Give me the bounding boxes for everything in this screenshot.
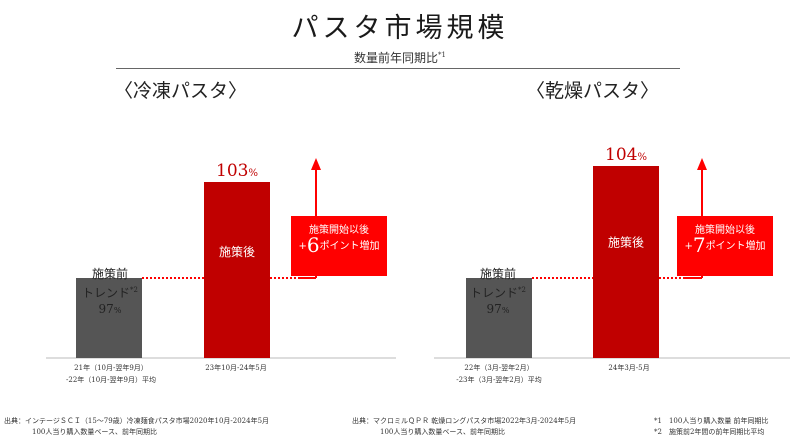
dried-callout-tail: ポイント増加 — [705, 241, 766, 252]
frozen-bar-post — [204, 182, 270, 358]
dried-panel-title: 〈乾燥パスタ〉 — [526, 80, 660, 102]
frozen-callout-num: 6 — [306, 233, 320, 257]
dried-pre-label-trend: トレンド — [470, 286, 519, 300]
title-divider — [116, 68, 680, 69]
footnote-1: *1 100人当り購入数量 前年同期比 — [654, 417, 769, 425]
dried-callout-line1: 施策開始以後 — [695, 225, 755, 236]
dried-callout-plus: + — [684, 241, 693, 252]
dried-bar-post-value: 104% — [605, 145, 647, 165]
dried-arrow-head — [697, 158, 707, 170]
frozen-pre-label-line2: トレンド*2 — [64, 282, 156, 301]
dried-callout-num: 7 — [692, 233, 706, 257]
dried-callout: 施策開始以後 +7ポイント増加 — [677, 216, 773, 276]
page-subtitle: 数量前年同期比*1 — [0, 49, 800, 66]
footnote-2: *2 施策前2年間の前年同期比平均 — [654, 428, 765, 436]
dried-callout-line2: +7ポイント増加 — [677, 235, 773, 255]
dried-pre-value-unit: % — [501, 306, 510, 315]
dried-source-line2: 100人当り購入数量ベース、前年同期比 — [380, 428, 506, 436]
dried-x-label-pre: 22年（3月-翌年2月） -23年（3月-翌年2月）平均 — [446, 362, 552, 386]
frozen-callout-line1: 施策開始以後 — [309, 225, 369, 236]
frozen-x-label-post: 23年10月-24年5月 — [205, 364, 267, 372]
dried-x-label-pre-line2: -23年（3月-翌年2月）平均 — [456, 376, 542, 384]
dried-bar-post-label: 施策後 — [608, 236, 644, 250]
frozen-bar-post-value: 103% — [216, 161, 258, 181]
dried-pre-label: 施策前 トレンド*2 97% — [452, 266, 544, 319]
dried-pre-label-note: *2 — [518, 286, 526, 294]
frozen-source-line2: 100人当り購入数量ベース、前年同期比 — [32, 428, 158, 436]
frozen-panel-title: 〈冷凍パスタ〉 — [114, 80, 248, 102]
frozen-pre-value-unit: % — [113, 306, 122, 315]
frozen-x-label-pre-line2: -22年（10月-翌年9月）平均 — [66, 376, 156, 384]
frozen-pre-value-num: 97 — [98, 302, 114, 316]
frozen-pre-label: 施策前 トレンド*2 97% — [64, 266, 156, 319]
frozen-pre-label-line1: 施策前 — [91, 267, 128, 281]
dried-pre-value-num: 97 — [486, 302, 502, 316]
frozen-callout-plus: + — [298, 241, 307, 252]
frozen-source: 出典：インテージＳＣＩ（15〜79歳）冷凍麺食パスタ市場2020年10月-202… — [4, 416, 269, 438]
dried-source-line1: 出典：マクロミルＱＰＲ 乾燥ロングパスタ市場2022年3月-2024年5月 — [352, 417, 577, 425]
frozen-pre-label-note: *2 — [130, 286, 138, 294]
subtitle-text: 数量前年同期比 — [354, 51, 439, 65]
frozen-pre-value: 97% — [64, 301, 156, 319]
frozen-x-label-pre: 21年（10月-翌年9月） -22年（10月-翌年9月）平均 — [58, 362, 164, 386]
page-title: パスタ市場規模 — [291, 13, 509, 44]
subtitle-note: *1 — [438, 51, 446, 59]
frozen-bar-pre — [76, 278, 142, 358]
frozen-bar-post-label: 施策後 — [219, 245, 255, 259]
frozen-pre-label-trend: トレンド — [82, 286, 131, 300]
dried-source: 出典：マクロミルＱＰＲ 乾燥ロングパスタ市場2022年3月-2024年5月 10… — [352, 416, 576, 438]
frozen-arrow-head — [311, 158, 321, 170]
dried-pre-value: 97% — [452, 301, 544, 319]
dried-x-label-post: 24年3月-5月 — [608, 364, 650, 372]
frozen-callout: 施策開始以後 +6ポイント増加 — [291, 216, 387, 276]
dried-pre-label-line2: トレンド*2 — [452, 282, 544, 301]
frozen-source-line1: 出典：インテージＳＣＩ（15〜79歳）冷凍麺食パスタ市場2020年10月-202… — [4, 417, 270, 425]
dried-bar-pre — [466, 278, 532, 358]
frozen-callout-line2: +6ポイント増加 — [291, 235, 387, 255]
dried-bar-post — [593, 166, 659, 358]
frozen-x-label-pre-line1: 21年（10月-翌年9月） — [74, 364, 148, 372]
dried-x-label-pre-line1: 22年（3月-翌年2月） — [464, 364, 534, 372]
dried-pre-label-line1: 施策前 — [479, 267, 516, 281]
footnotes: *1 100人当り購入数量 前年同期比 *2 施策前2年間の前年同期比平均 — [654, 416, 769, 438]
frozen-callout-tail: ポイント増加 — [319, 241, 380, 252]
